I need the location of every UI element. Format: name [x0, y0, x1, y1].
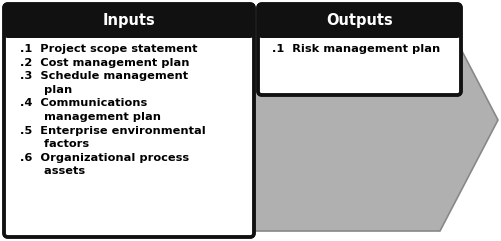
FancyBboxPatch shape — [4, 4, 254, 38]
Text: Outputs: Outputs — [326, 13, 392, 28]
Text: .1  Project scope statement
.2  Cost management plan
.3  Schedule management
   : .1 Project scope statement .2 Cost manag… — [20, 44, 205, 176]
Polygon shape — [5, 9, 497, 231]
FancyBboxPatch shape — [258, 4, 460, 95]
Text: Inputs: Inputs — [102, 13, 155, 28]
Bar — [264, 21, 454, 34]
Bar — [10, 21, 247, 34]
Text: .1  Risk management plan: .1 Risk management plan — [272, 44, 439, 54]
FancyBboxPatch shape — [4, 4, 254, 237]
FancyBboxPatch shape — [258, 4, 460, 38]
